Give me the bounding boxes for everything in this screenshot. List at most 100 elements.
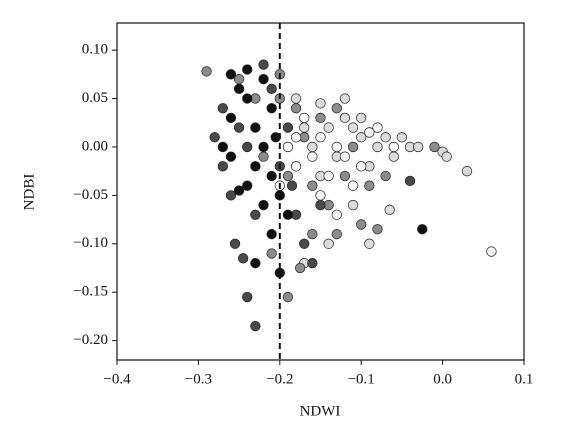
point	[282, 122, 294, 133]
point	[290, 103, 302, 114]
point	[307, 258, 318, 269]
point	[417, 224, 428, 235]
point	[347, 141, 359, 153]
point	[266, 103, 277, 114]
point	[282, 141, 294, 153]
x-tick-label: −0.2	[266, 371, 293, 387]
point	[486, 246, 497, 257]
point	[225, 151, 237, 162]
point	[347, 199, 359, 211]
point	[209, 132, 220, 143]
point	[372, 141, 383, 153]
point	[286, 180, 298, 191]
point	[331, 103, 342, 114]
point	[380, 170, 391, 182]
point	[242, 141, 253, 153]
point	[258, 199, 269, 211]
point	[250, 320, 261, 332]
y-tick-label: −0.10	[73, 235, 108, 251]
x-tick-label: −0.1	[348, 371, 375, 387]
point	[461, 166, 473, 177]
y-tick-label: −0.05	[73, 187, 108, 203]
point	[372, 122, 383, 133]
point	[315, 112, 326, 124]
point	[339, 151, 351, 162]
point	[323, 122, 334, 133]
y-axis-label: NDBI	[21, 174, 37, 211]
point	[250, 209, 261, 220]
point	[331, 141, 342, 153]
point	[356, 112, 367, 124]
point	[356, 219, 367, 230]
point	[331, 209, 342, 220]
point	[225, 190, 237, 201]
point	[323, 238, 334, 249]
point	[339, 93, 351, 104]
y-tick-label: 0.05	[82, 90, 108, 106]
point	[307, 141, 318, 153]
point	[323, 170, 334, 182]
point	[295, 262, 306, 274]
point	[364, 180, 375, 191]
point	[364, 238, 375, 249]
point	[307, 228, 318, 240]
x-tick-label: −0.3	[185, 371, 212, 387]
point	[233, 185, 245, 196]
point	[299, 238, 310, 249]
point	[266, 170, 277, 182]
x-axis-label: NDWI	[300, 403, 341, 419]
point	[258, 151, 269, 162]
point	[217, 103, 228, 114]
point	[266, 248, 277, 259]
plot-frame	[116, 22, 525, 361]
point	[299, 122, 310, 133]
point	[290, 161, 302, 172]
point	[258, 74, 269, 85]
point	[315, 98, 326, 109]
point	[307, 151, 318, 162]
point	[315, 190, 326, 201]
point	[307, 180, 318, 191]
point	[258, 141, 269, 153]
point	[290, 93, 302, 104]
point	[266, 83, 277, 95]
x-tick-label: −0.4	[103, 371, 131, 387]
point	[266, 228, 277, 240]
point	[242, 291, 253, 303]
point	[225, 69, 237, 80]
point	[250, 122, 261, 133]
point	[282, 291, 294, 303]
point	[290, 132, 302, 143]
y-tick-label: −0.15	[73, 284, 108, 300]
point	[339, 170, 351, 182]
point	[347, 180, 359, 191]
point	[356, 132, 367, 143]
point	[413, 141, 424, 153]
point	[388, 151, 399, 162]
point	[242, 64, 253, 75]
point	[217, 161, 228, 172]
point	[250, 258, 261, 269]
y-tick-label: 0.00	[82, 138, 108, 154]
point	[429, 141, 440, 153]
point	[388, 141, 399, 153]
point	[201, 66, 212, 77]
point	[242, 180, 253, 191]
y-tick-label: −0.20	[73, 332, 108, 348]
point	[229, 238, 241, 249]
x-tick-label: 0.0	[433, 371, 452, 387]
point	[225, 112, 237, 124]
point	[315, 132, 326, 143]
point	[396, 132, 408, 143]
point	[233, 122, 245, 133]
point	[339, 112, 351, 124]
point	[364, 127, 375, 138]
point	[331, 228, 342, 240]
point	[217, 141, 228, 153]
point	[258, 59, 269, 70]
point	[404, 175, 416, 186]
point	[282, 209, 294, 220]
y-tick-label: 0.10	[82, 42, 108, 58]
point	[250, 161, 261, 172]
